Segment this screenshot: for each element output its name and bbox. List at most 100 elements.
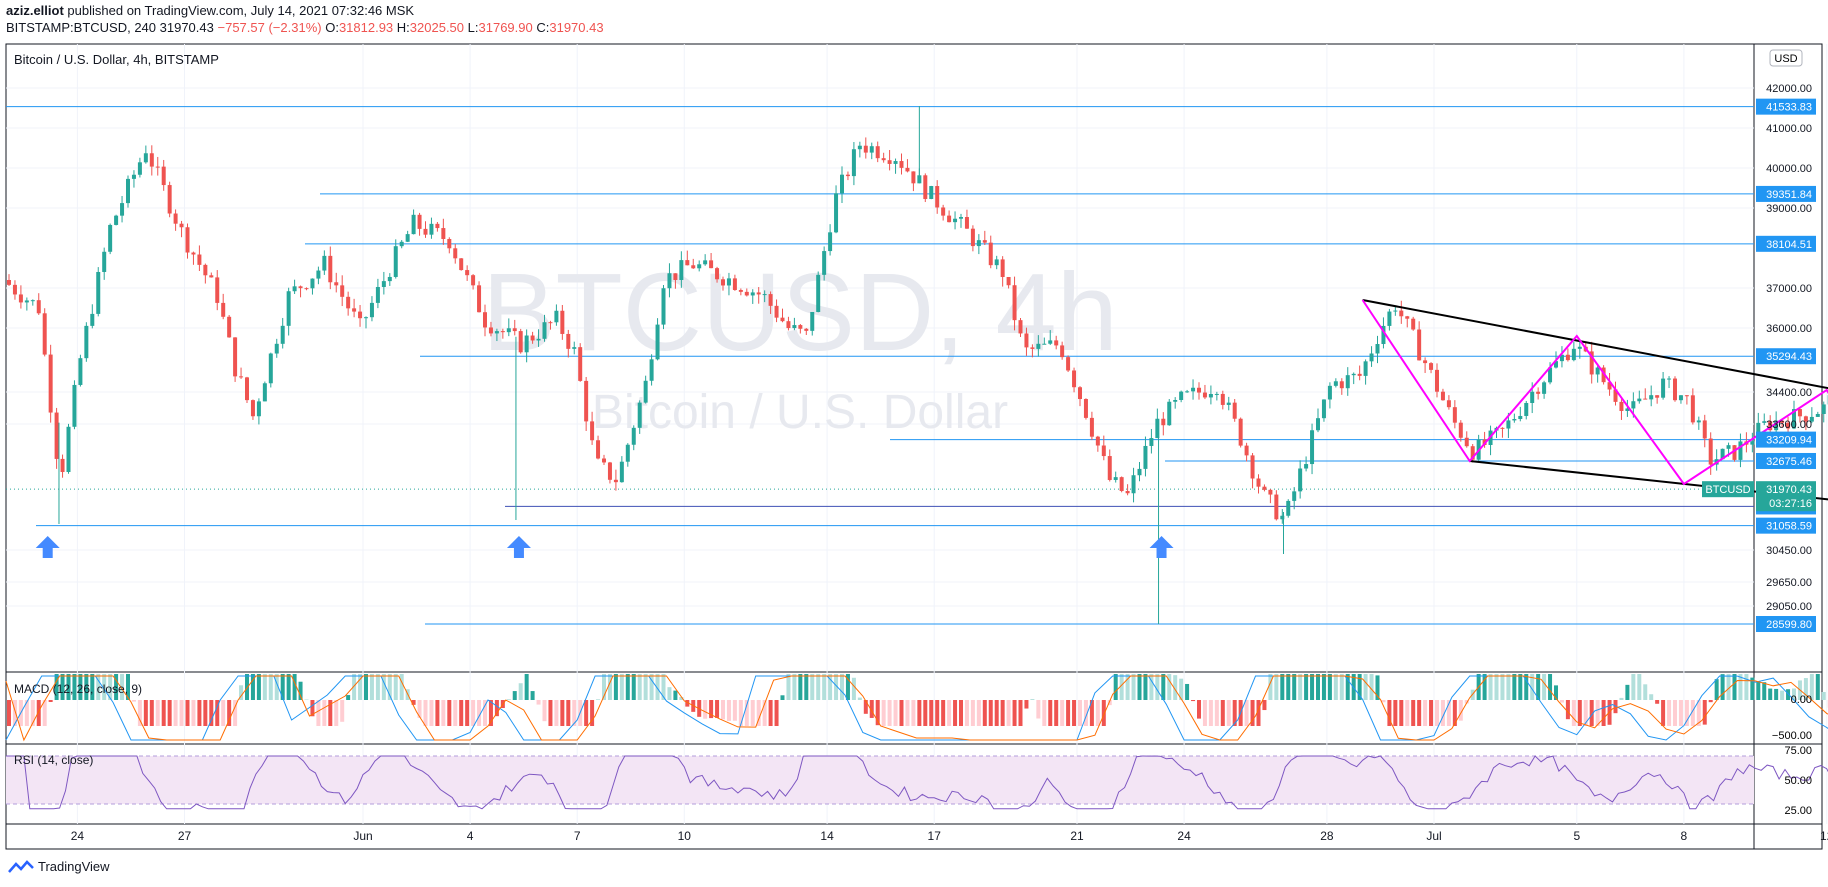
macd-histogram-bar bbox=[792, 674, 797, 700]
macd-histogram-bar bbox=[685, 700, 690, 707]
macd-histogram-bar bbox=[334, 700, 339, 726]
macd-histogram-bar bbox=[1268, 674, 1273, 700]
macd-histogram-bar bbox=[780, 695, 785, 700]
rsi-tick: 25.00 bbox=[1784, 805, 1812, 817]
low-label: L: bbox=[467, 20, 479, 35]
candle-body bbox=[66, 426, 71, 472]
macd-histogram-bar bbox=[1024, 700, 1029, 709]
candle-body bbox=[191, 252, 196, 255]
candle-body bbox=[102, 251, 107, 272]
candle-body bbox=[1024, 333, 1029, 348]
macd-histogram-bar bbox=[506, 699, 511, 700]
candle-body bbox=[78, 358, 83, 385]
candle-body bbox=[1637, 398, 1642, 402]
candle-body bbox=[185, 227, 190, 253]
candle-body bbox=[1708, 438, 1713, 465]
candle-body bbox=[1780, 420, 1785, 423]
candle-body bbox=[1387, 311, 1392, 326]
candle-body bbox=[548, 322, 553, 324]
macd-histogram-bar bbox=[393, 674, 398, 700]
candle-body bbox=[1548, 367, 1553, 383]
candle-body bbox=[1167, 401, 1172, 426]
grid bbox=[6, 44, 1828, 824]
countdown-label: 03:27:16 bbox=[1769, 498, 1812, 510]
footer-brand[interactable]: TradingView bbox=[38, 859, 110, 874]
macd-histogram-bar bbox=[1530, 674, 1535, 700]
candle-body bbox=[1304, 464, 1309, 469]
candle-body bbox=[613, 479, 618, 483]
macd-histogram-bar bbox=[1191, 700, 1196, 702]
candle-body bbox=[542, 322, 547, 339]
macd-histogram-bar bbox=[703, 700, 708, 719]
candle-body bbox=[1363, 361, 1368, 376]
macd-histogram-bar bbox=[1274, 674, 1279, 700]
price-badges: 41533.83 39351.84 38104.51 35294.43 33209.94… bbox=[1702, 98, 1816, 633]
macd-histogram-bar bbox=[375, 674, 380, 700]
macd-histogram-bar bbox=[619, 674, 624, 700]
candle-body bbox=[1060, 345, 1065, 358]
macd-histogram-bar bbox=[1809, 674, 1814, 700]
macd-histogram-bar bbox=[1226, 700, 1231, 726]
macd-histogram-bar bbox=[1363, 674, 1368, 700]
x-tick-label: 7 bbox=[574, 829, 581, 843]
candle-body bbox=[453, 248, 458, 259]
x-tick-label: Jul bbox=[1426, 829, 1441, 843]
macd-histogram-bar bbox=[1095, 700, 1100, 726]
y-tick-label: 34400.00 bbox=[1766, 387, 1812, 399]
macd-histogram-bar bbox=[423, 700, 428, 726]
macd-histogram-bar bbox=[1714, 679, 1719, 700]
macd-histogram-bar bbox=[488, 700, 493, 726]
x-tick-label: 10 bbox=[678, 829, 692, 843]
macd-histogram-bar bbox=[1321, 674, 1326, 700]
candle-body bbox=[1815, 413, 1820, 417]
macd-histogram-bar bbox=[1327, 674, 1332, 700]
macd-histogram-bar bbox=[804, 674, 809, 700]
candle-body bbox=[1607, 382, 1612, 390]
macd-histogram-bar bbox=[221, 700, 226, 726]
macd-histogram-bar bbox=[560, 700, 565, 726]
candle-body bbox=[1690, 395, 1695, 423]
macd-histogram-bar bbox=[340, 700, 345, 722]
candle-body bbox=[1726, 445, 1731, 449]
macd-histogram-bar bbox=[810, 674, 815, 700]
candle-body bbox=[1280, 515, 1285, 520]
macd-histogram-bar bbox=[447, 700, 452, 726]
candle-body bbox=[929, 186, 934, 199]
price-axis[interactable] bbox=[1753, 43, 1823, 850]
macd-histogram-bar bbox=[661, 674, 666, 700]
macd-histogram-bar bbox=[173, 700, 178, 726]
currency-badge[interactable] bbox=[1769, 49, 1803, 67]
macd-histogram-bar bbox=[512, 691, 517, 700]
author-name[interactable]: aziz.elliot bbox=[6, 3, 64, 18]
candle-body bbox=[1673, 378, 1677, 401]
macd-histogram-bar bbox=[1161, 674, 1166, 700]
candle-body bbox=[1173, 399, 1178, 402]
macd-histogram-bar bbox=[1482, 674, 1487, 700]
candle-body bbox=[774, 305, 779, 318]
candle-body bbox=[1119, 477, 1124, 492]
candle-body bbox=[334, 282, 339, 286]
candle-body bbox=[685, 260, 690, 266]
candle-body bbox=[1048, 340, 1053, 344]
price-line-badge bbox=[1756, 185, 1816, 202]
macd-histogram-bar bbox=[744, 700, 749, 726]
candle-body bbox=[167, 185, 172, 214]
macd-histogram-bar bbox=[417, 700, 422, 718]
candle-body bbox=[935, 186, 940, 208]
candle-body bbox=[7, 280, 11, 285]
macd-histogram-bar bbox=[738, 700, 743, 726]
price-line-badge bbox=[1756, 98, 1816, 115]
candle-body bbox=[964, 217, 969, 229]
macd-histogram-bar bbox=[465, 700, 470, 726]
candle-body bbox=[602, 458, 606, 463]
candle-body bbox=[1720, 448, 1725, 460]
candle-body bbox=[655, 324, 660, 360]
candle-body bbox=[1393, 310, 1398, 312]
candle-body bbox=[126, 178, 130, 204]
candle-body bbox=[845, 174, 850, 177]
footer: TradingView bbox=[8, 859, 110, 874]
candle-body bbox=[245, 377, 249, 401]
macd-histogram-bar bbox=[1559, 700, 1564, 703]
close-label: C: bbox=[536, 20, 550, 35]
